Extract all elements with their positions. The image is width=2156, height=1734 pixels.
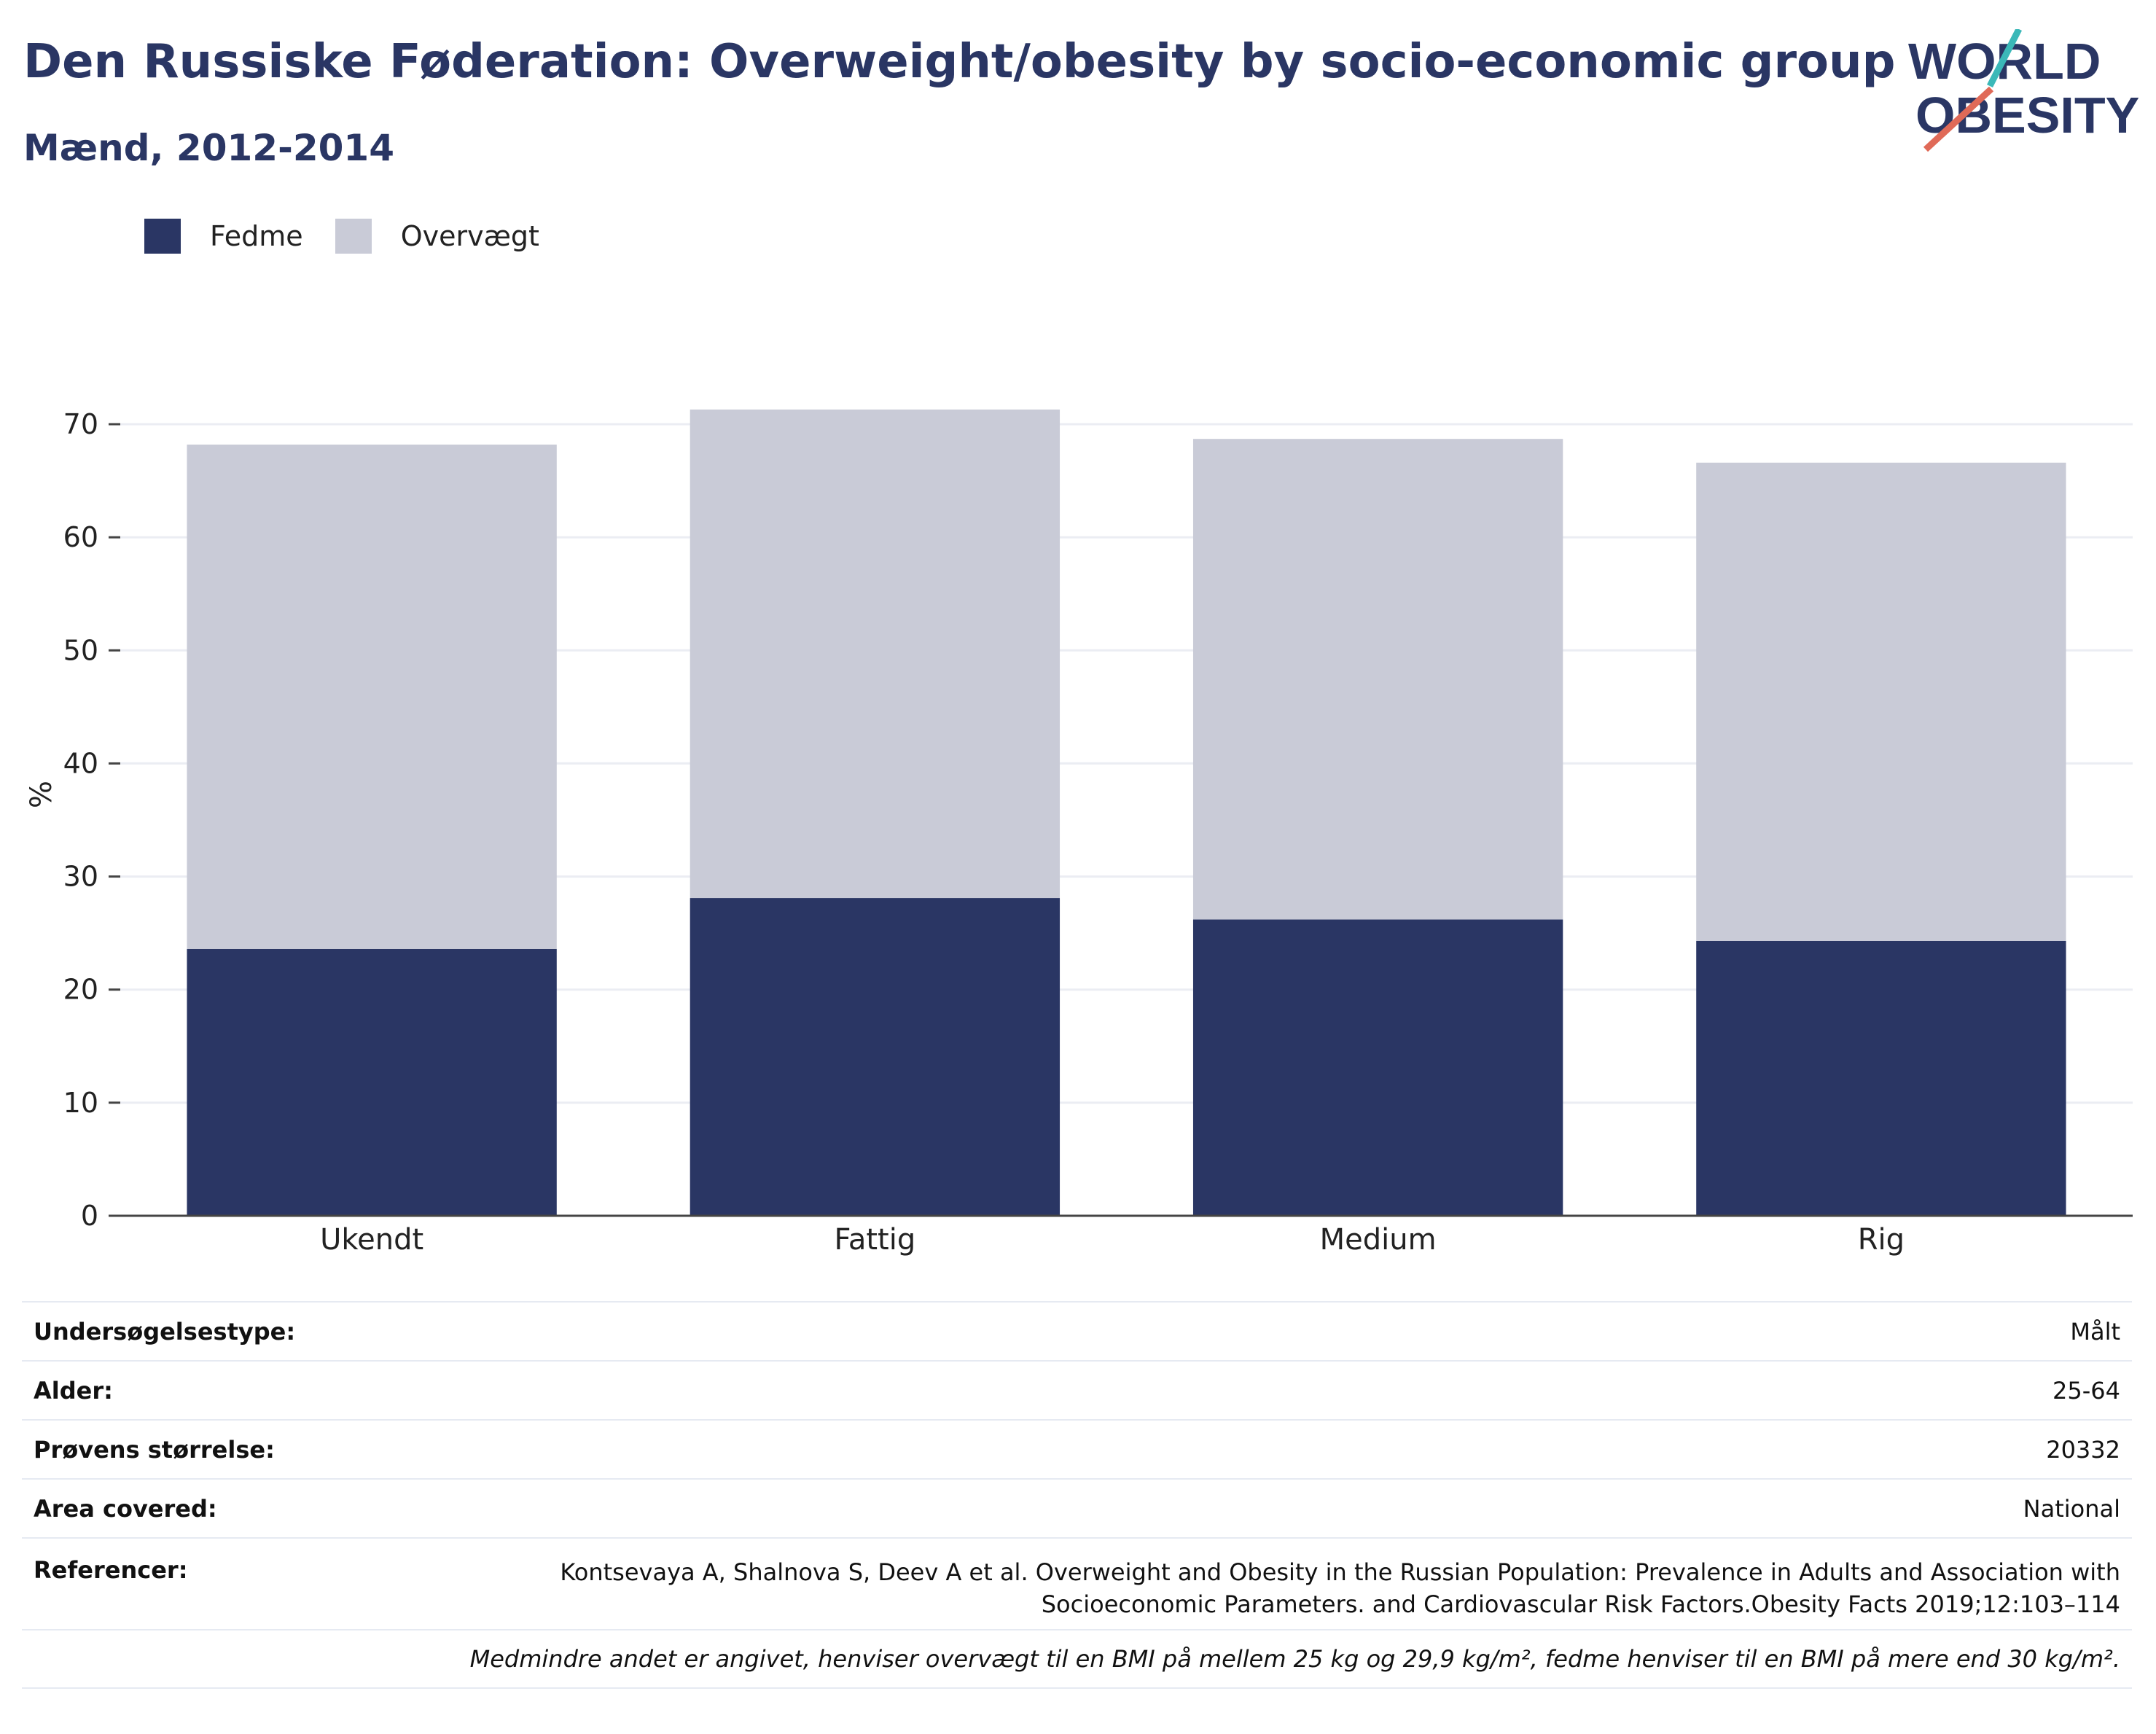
meta-note-row: Medmindre andet er angivet, henviser ove… [22,1629,2132,1689]
definition-note: Medmindre andet er angivet, henviser ove… [469,1645,2120,1673]
meta-row-sample-size: Prøvens størrelse: 20332 [22,1419,2132,1478]
y-tick-label: 70 [63,408,98,440]
bar-fedme [1192,919,1563,1216]
meta-key: Referencer: [34,1556,188,1584]
meta-value: National [2023,1494,2120,1523]
metadata-table: Undersøgelsestype: Målt Alder: 25-64 Prø… [22,1301,2132,1689]
meta-row-references: Referencer: Kontsevaya A, Shalnova S, De… [22,1537,2132,1629]
y-axis-label: % [25,781,58,808]
legend-label-overvaegt: Overvægt [400,220,539,252]
y-tick-label: 50 [63,634,98,666]
y-tick-label: 20 [63,974,98,1006]
reference-line-2: Socioeconomic Parameters. and Cardiovasc… [1041,1590,2120,1618]
bar-overvaegt [1696,462,2066,942]
legend-item-overvaegt[interactable]: Overvægt [335,219,539,254]
chart-subtitle: Mænd, 2012-2014 [23,127,395,169]
bar-fedme [690,898,1061,1216]
meta-row-area: Area covered: National [22,1478,2132,1537]
bar-fedme [1696,941,2066,1216]
meta-value: Målt [2070,1317,2120,1346]
y-tick-label: 30 [63,861,98,893]
meta-value: 25-64 [2053,1376,2120,1405]
bar-overvaegt [187,444,557,949]
legend-swatch-fedme [144,219,181,254]
meta-row-age: Alder: 25-64 [22,1360,2132,1419]
logo-slash-coral [1923,86,1994,152]
x-tick-label: Fattig [835,1223,916,1257]
meta-key: Prøvens størrelse: [34,1435,275,1464]
bar-overvaegt [1192,439,1563,920]
meta-value: 20332 [2046,1435,2120,1464]
chart-title: Den Russiske Føderation: Overweight/obes… [23,35,1896,89]
meta-key: Alder: [34,1376,113,1405]
meta-key: Undersøgelsestype: [34,1317,296,1346]
world-obesity-logo: WORLD OBESITY [1908,29,2139,152]
bar-chart: 0 10 20 30 40 50 60 70% Ukendt Fattig Medium Rig [25,408,2133,1257]
y-tick-label: 60 [63,521,98,553]
logo-slash-teal [1986,29,2023,88]
meta-key: Area covered: [34,1494,217,1523]
x-tick-label: Medium [1320,1223,1437,1257]
chart-legend: Fedme Overvægt [144,216,571,257]
bar-overvaegt [690,409,1061,899]
reference-line-1: Kontsevaya A, Shalnova S, Deev A et al. … [560,1558,2120,1586]
legend-label-fedme: Fedme [210,220,303,252]
y-tick-label: 10 [63,1087,98,1119]
logo-text-obesity: OBESITY [1915,87,2139,144]
y-tick-label: 40 [63,747,98,779]
x-tick-label: Rig [1858,1223,1905,1257]
bar-fedme [187,948,557,1216]
y-tick-label: 0 [81,1200,98,1232]
legend-item-fedme[interactable]: Fedme [144,219,303,254]
meta-row-survey-type: Undersøgelsestype: Målt [22,1301,2132,1360]
x-tick-label: Ukendt [320,1223,423,1257]
legend-swatch-overvaegt [335,219,372,254]
meta-value-reference: Kontsevaya A, Shalnova S, Deev A et al. … [560,1556,2120,1620]
